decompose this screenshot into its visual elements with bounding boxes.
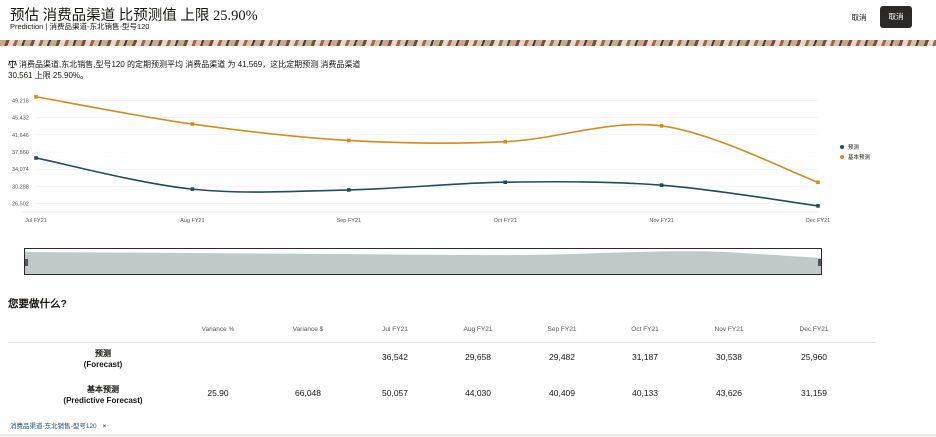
cancel-link-button[interactable]: 取消 (851, 13, 867, 22)
y-tick-label: 41,646 (12, 133, 29, 139)
x-tick-label: Sep FY21 (337, 218, 361, 224)
forecast-line-chart: 49,218 45,432 41,646 37,860 34,074 30,288 26,5… (12, 94, 830, 224)
page-header: 预估 消费品渠道 比预测值 上限 25.90% Prediction | 消费品… (0, 0, 936, 40)
table-row: 基本预测 (Predictive Forecast) 25.90 66,048 … (8, 380, 876, 412)
data-point[interactable] (347, 138, 351, 143)
overview-left-handle[interactable] (25, 259, 28, 266)
data-point[interactable] (347, 188, 351, 192)
legend-label-forecast: 预测 (848, 145, 860, 151)
row-label-line-1: 基本预测 (87, 385, 119, 394)
y-tick-label: 26,502 (12, 201, 29, 207)
column-header: Variance % (201, 326, 235, 333)
data-point[interactable] (34, 94, 38, 99)
row-label-line-2: (Predictive Forecast) (63, 396, 143, 405)
table-cell[interactable]: 25.90 (207, 388, 229, 398)
summary-text: 消费品渠道,东北销售,型号120 的定期预测平均 消费品渠道 为 41,569，… (8, 59, 398, 81)
chart-overview-scrollbar[interactable] (24, 248, 822, 275)
data-point[interactable] (503, 139, 507, 144)
row-label-line-2: (Forecast) (83, 360, 123, 369)
table-cell[interactable]: 30,538 (716, 352, 742, 362)
x-tick-label: Jul FY21 (25, 218, 47, 224)
data-point[interactable] (503, 180, 507, 185)
table-cell: 43,626 (716, 388, 742, 398)
table-cell[interactable]: 36,542 (382, 352, 408, 362)
x-tick-label: Nov FY21 (649, 218, 673, 224)
table-cell: 40,133 (632, 388, 658, 398)
legend-item-predictive[interactable]: 基本预测 (840, 153, 870, 163)
close-icon[interactable]: × (102, 423, 107, 430)
table-header: Variance % Variance $ Jul FY21 Aug FY21 … (8, 322, 876, 343)
data-point[interactable] (34, 156, 38, 160)
row-label: 预测 (Forecast) (48, 348, 158, 370)
summary-line-2: 30,561 上限 25.90%。 (8, 71, 89, 80)
chart-legend: 预测 基本预测 (840, 143, 870, 163)
table-cell[interactable]: 31,187 (632, 352, 658, 362)
column-header: Nov FY21 (714, 326, 744, 333)
decorative-banner (0, 40, 936, 46)
data-point[interactable] (816, 180, 820, 185)
overview-area (25, 251, 821, 274)
table-cell: 40,409 (549, 388, 575, 398)
y-tick-label: 30,288 (12, 184, 29, 190)
table-cell[interactable]: 29,658 (465, 352, 491, 362)
summary-line-1: 消费品渠道,东北销售,型号120 的定期预测平均 消费品渠道 为 41,569，… (19, 60, 361, 69)
data-point[interactable] (659, 183, 664, 187)
x-tick-label: Aug FY21 (180, 218, 204, 224)
bottom-tab-label: 消费品渠道-东北销售-型号120 (10, 423, 97, 430)
series-line-predictive[interactable] (35, 95, 819, 184)
what-if-title: 您要做什么? (8, 298, 67, 310)
table-row: 预测 (Forecast) 36,542 29,658 29,482 31,18… (8, 344, 876, 376)
y-tick-label: 34,074 (12, 167, 29, 173)
column-header: Sep FY21 (547, 326, 577, 333)
data-point[interactable] (190, 122, 195, 126)
column-header: Variance $ (292, 326, 324, 333)
table-cell: 44,030 (465, 388, 491, 398)
table-cell[interactable]: 66,048 (295, 388, 321, 398)
legend-label-predictive: 基本预测 (848, 155, 871, 161)
row-label-line-1: 预测 (95, 349, 111, 358)
column-header: Jul FY21 (382, 326, 408, 333)
column-header: Dec FY21 (799, 326, 829, 333)
bottom-bar (0, 434, 936, 437)
table-cell[interactable]: 29,482 (549, 352, 575, 362)
page-title: 预估 消费品渠道 比预测值 上限 25.90% (10, 8, 258, 24)
legend-item-forecast[interactable]: 预测 (840, 143, 870, 153)
column-header: Aug FY21 (463, 326, 493, 333)
table-cell: 31,159 (801, 388, 827, 398)
x-tick-label: Dec FY21 (806, 218, 830, 224)
series-line-forecast[interactable] (35, 157, 819, 207)
scale-icon (8, 60, 17, 68)
data-point[interactable] (816, 204, 820, 208)
overview-right-handle[interactable] (818, 259, 821, 266)
table-cell[interactable]: 25,960 (801, 352, 827, 362)
y-tick-label: 45,432 (12, 116, 29, 122)
y-tick-label: 37,860 (12, 150, 29, 156)
x-tick-label: Oct FY21 (494, 218, 517, 224)
row-label: 基本预测 (Predictive Forecast) (48, 384, 158, 406)
y-tick-label: 49,218 (12, 99, 29, 105)
data-point[interactable] (659, 124, 664, 128)
column-header: Oct FY21 (631, 326, 659, 333)
data-point[interactable] (190, 187, 195, 191)
cancel-button[interactable]: 取消 (880, 6, 912, 28)
table-cell: 50,057 (382, 388, 408, 398)
page-subtitle: Prediction | 消费品渠道-东北销售-型号120 (10, 22, 150, 31)
